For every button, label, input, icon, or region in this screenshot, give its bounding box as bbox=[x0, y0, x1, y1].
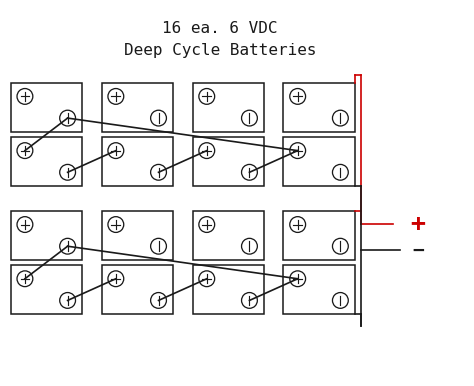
Bar bbox=[283, 137, 355, 186]
Text: −: − bbox=[412, 240, 424, 260]
Bar bbox=[283, 83, 355, 132]
Bar bbox=[192, 211, 264, 260]
Text: +: + bbox=[410, 212, 425, 235]
Bar bbox=[283, 265, 355, 314]
Bar bbox=[192, 137, 264, 186]
Text: Deep Cycle Batteries: Deep Cycle Batteries bbox=[124, 42, 317, 58]
Bar bbox=[11, 83, 82, 132]
Bar bbox=[11, 137, 82, 186]
Text: 16 ea. 6 VDC: 16 ea. 6 VDC bbox=[163, 21, 278, 36]
Bar bbox=[101, 83, 173, 132]
Bar bbox=[101, 265, 173, 314]
Bar bbox=[192, 265, 264, 314]
Bar bbox=[11, 211, 82, 260]
Bar bbox=[283, 211, 355, 260]
Bar bbox=[11, 265, 82, 314]
Bar bbox=[192, 83, 264, 132]
Bar bbox=[101, 211, 173, 260]
Bar bbox=[101, 137, 173, 186]
